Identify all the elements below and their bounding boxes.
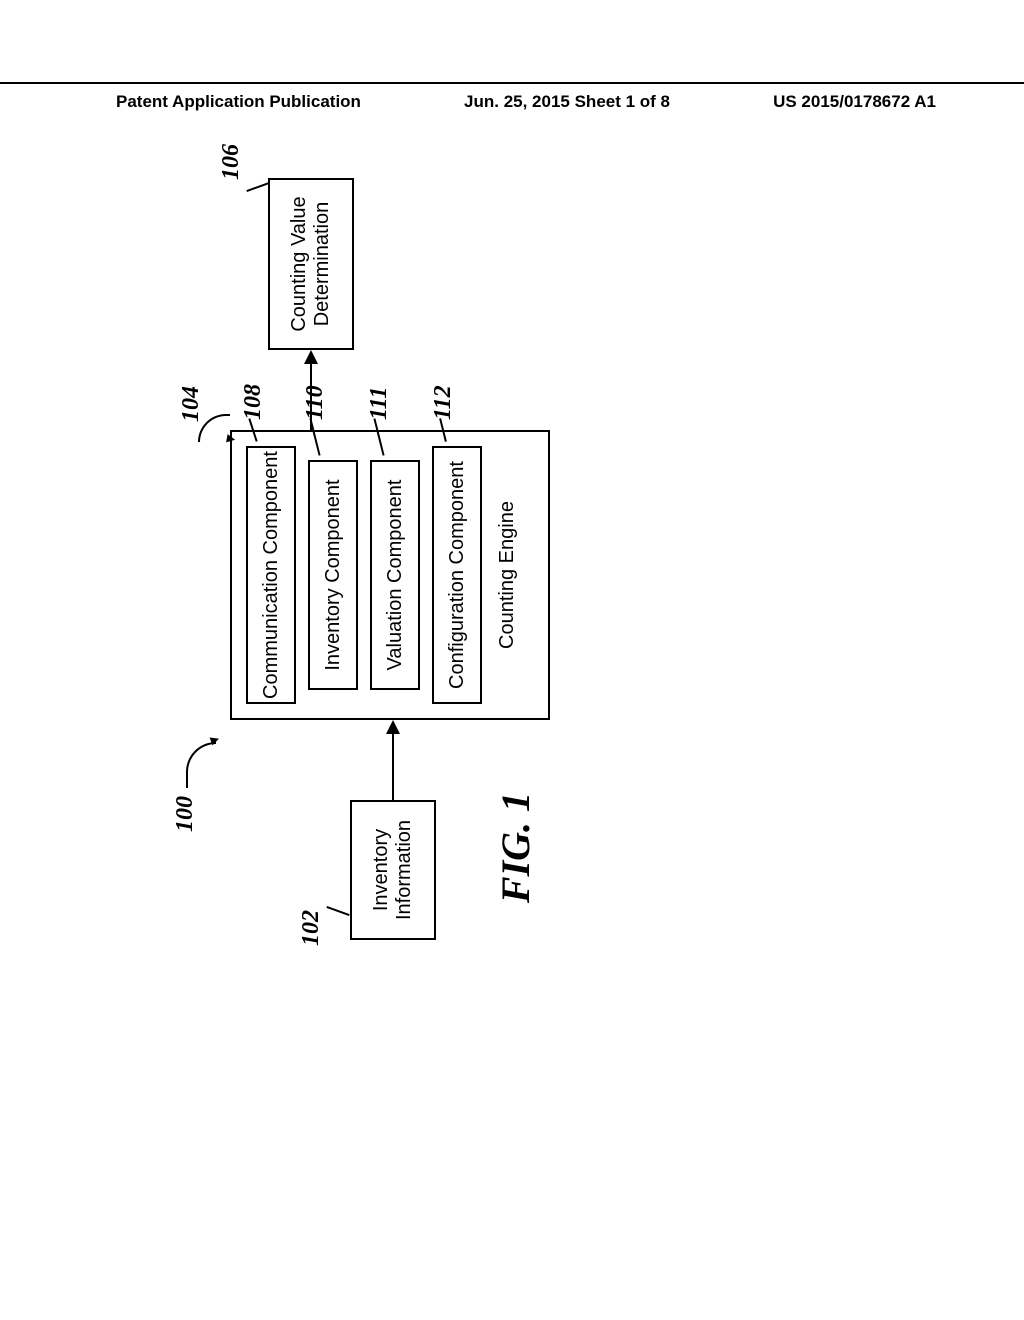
inventory-information-label: Inventory Information — [370, 820, 416, 920]
header-left: Patent Application Publication — [116, 92, 361, 112]
ref-108: 108 — [240, 384, 267, 420]
ref-100-arrow-head — [210, 735, 221, 746]
figure-label: FIG. 1 — [492, 792, 539, 903]
counting-engine-box: Communication Component Inventory Compon… — [230, 430, 550, 720]
arrow-input-to-engine-head — [386, 720, 400, 734]
ref-102: 102 — [298, 910, 325, 946]
header-right: US 2015/0178672 A1 — [773, 92, 936, 112]
ref-100-leader — [186, 742, 216, 788]
ref-104-arrow-head — [226, 434, 236, 444]
ref-112: 112 — [430, 385, 457, 420]
page: Patent Application Publication Jun. 25, … — [0, 0, 1024, 1320]
counting-engine-label: Counting Engine — [496, 501, 519, 649]
communication-component-box: Communication Component — [246, 446, 296, 704]
communication-component-label: Communication Component — [260, 451, 283, 699]
inventory-information-box: Inventory Information — [350, 800, 436, 940]
ref-104: 104 — [178, 386, 205, 422]
ref-106: 106 — [218, 144, 245, 180]
ref-102-leader — [326, 906, 349, 916]
ref-106-leader — [246, 182, 269, 192]
inventory-component-label: Inventory Component — [322, 479, 345, 670]
header-center: Jun. 25, 2015 Sheet 1 of 8 — [464, 92, 670, 112]
ref-110: 110 — [302, 385, 329, 420]
arrow-engine-to-output — [310, 360, 312, 430]
arrow-engine-to-output-head — [304, 350, 318, 364]
ref-111: 111 — [366, 387, 393, 420]
page-header: Patent Application Publication Jun. 25, … — [0, 82, 1024, 112]
valuation-component-label: Valuation Component — [384, 480, 407, 671]
arrow-input-to-engine — [392, 730, 394, 800]
counting-value-determination-label: Counting Value Determination — [288, 196, 334, 331]
counting-value-determination-box: Counting Value Determination — [268, 178, 354, 350]
valuation-component-box: Valuation Component — [370, 460, 420, 690]
inventory-component-box: Inventory Component — [308, 460, 358, 690]
configuration-component-box: Configuration Component — [432, 446, 482, 704]
configuration-component-label: Configuration Component — [446, 461, 469, 689]
ref-100: 100 — [172, 796, 199, 832]
